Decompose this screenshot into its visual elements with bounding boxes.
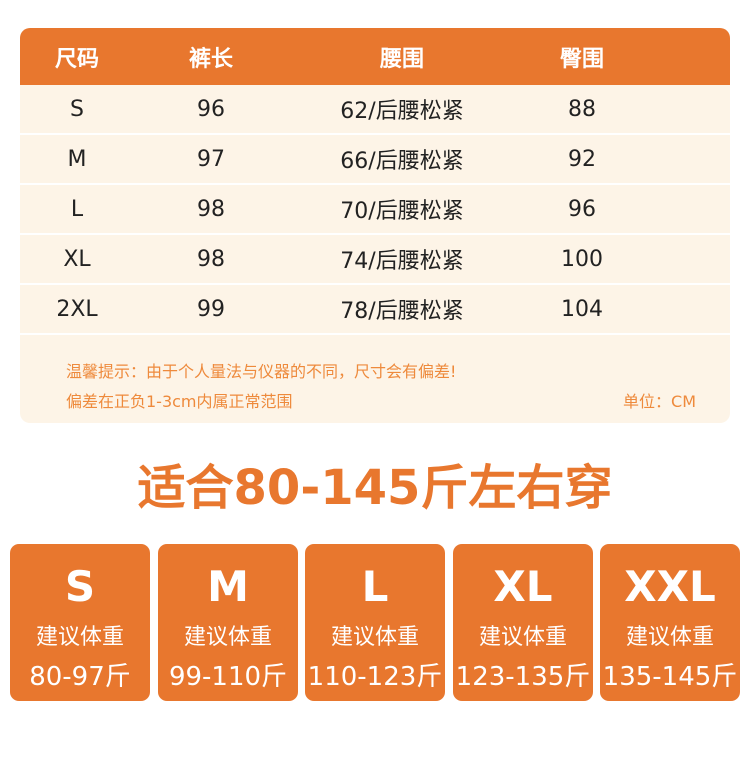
- note-line-2: 偏差在正负1-3cm内属正常范围: [66, 392, 293, 411]
- size-card-m: M 建议体重 99-110斤: [158, 544, 298, 701]
- card-size: L: [361, 562, 389, 611]
- table-row: S 96 62/后腰松紧 88: [20, 85, 730, 135]
- table-cell: 100: [561, 246, 603, 272]
- size-table: 尺码 裤长 腰围 臀围 S 96 62/后腰松紧 88 M 97 66/后腰松紧 92 L 98 7…: [20, 28, 730, 423]
- note-line-1: 温馨提示：由于个人量法与仪器的不同，尺寸会有偏差!: [66, 362, 457, 381]
- card-range: 99-110斤: [168, 662, 288, 692]
- card-size: XXL: [624, 562, 716, 611]
- table-cell: 74/后腰松紧: [340, 249, 464, 274]
- card-range: 135-145斤: [602, 662, 738, 692]
- table-cell: 96: [197, 96, 225, 122]
- card-label: 建议体重: [625, 625, 714, 650]
- header-length: 裤长: [188, 46, 234, 72]
- card-size: S: [64, 562, 96, 611]
- size-card-xxl: XXL 建议体重 135-145斤: [600, 544, 740, 701]
- table-header: 尺码 裤长 腰围 臀围: [20, 28, 730, 85]
- table-cell: 98: [197, 196, 225, 222]
- card-range: 80-97斤: [29, 662, 131, 692]
- table-cell: 97: [197, 146, 225, 172]
- table-cell: 99: [197, 296, 225, 322]
- table-cell: 2XL: [56, 296, 98, 322]
- unit-label: 单位：CM: [623, 392, 696, 411]
- size-card-s: S 建议体重 80-97斤: [10, 544, 150, 701]
- size-card-l: L 建议体重 110-123斤: [305, 544, 445, 701]
- card-size: M: [207, 562, 249, 611]
- table-cell: L: [70, 196, 84, 222]
- table-row: 2XL 99 78/后腰松紧 104: [20, 285, 730, 335]
- table-cell: S: [70, 96, 84, 122]
- header-waist: 腰围: [379, 46, 425, 72]
- table-cell: 96: [568, 196, 596, 222]
- card-label: 建议体重: [478, 625, 567, 650]
- table-row: L 98 70/后腰松紧 96: [20, 185, 730, 235]
- card-size: XL: [493, 562, 553, 611]
- table-cell: 104: [561, 296, 603, 322]
- table-cell: 88: [568, 96, 596, 122]
- table-cell: 98: [197, 246, 225, 272]
- size-card-xl: XL 建议体重 123-135斤: [453, 544, 593, 701]
- table-cell: 66/后腰松紧: [340, 149, 464, 174]
- card-label: 建议体重: [35, 625, 124, 650]
- card-label: 建议体重: [183, 625, 272, 650]
- table-cell: 92: [568, 146, 596, 172]
- table-cell: 62/后腰松紧: [340, 99, 464, 124]
- table-cell: XL: [63, 246, 91, 272]
- header-size: 尺码: [54, 46, 100, 72]
- card-range: 123-135斤: [455, 662, 591, 692]
- card-range: 110-123斤: [307, 662, 443, 692]
- fit-title: 适合80-145斤左右穿: [137, 460, 613, 516]
- table-cell: 70/后腰松紧: [340, 199, 464, 224]
- table-row: M 97 66/后腰松紧 92: [20, 135, 730, 185]
- table-row: XL 98 74/后腰松紧 100: [20, 235, 730, 285]
- table-cell: M: [67, 146, 87, 172]
- header-hip: 臀围: [559, 46, 605, 72]
- table-cell: 78/后腰松紧: [340, 299, 464, 324]
- card-label: 建议体重: [330, 625, 419, 650]
